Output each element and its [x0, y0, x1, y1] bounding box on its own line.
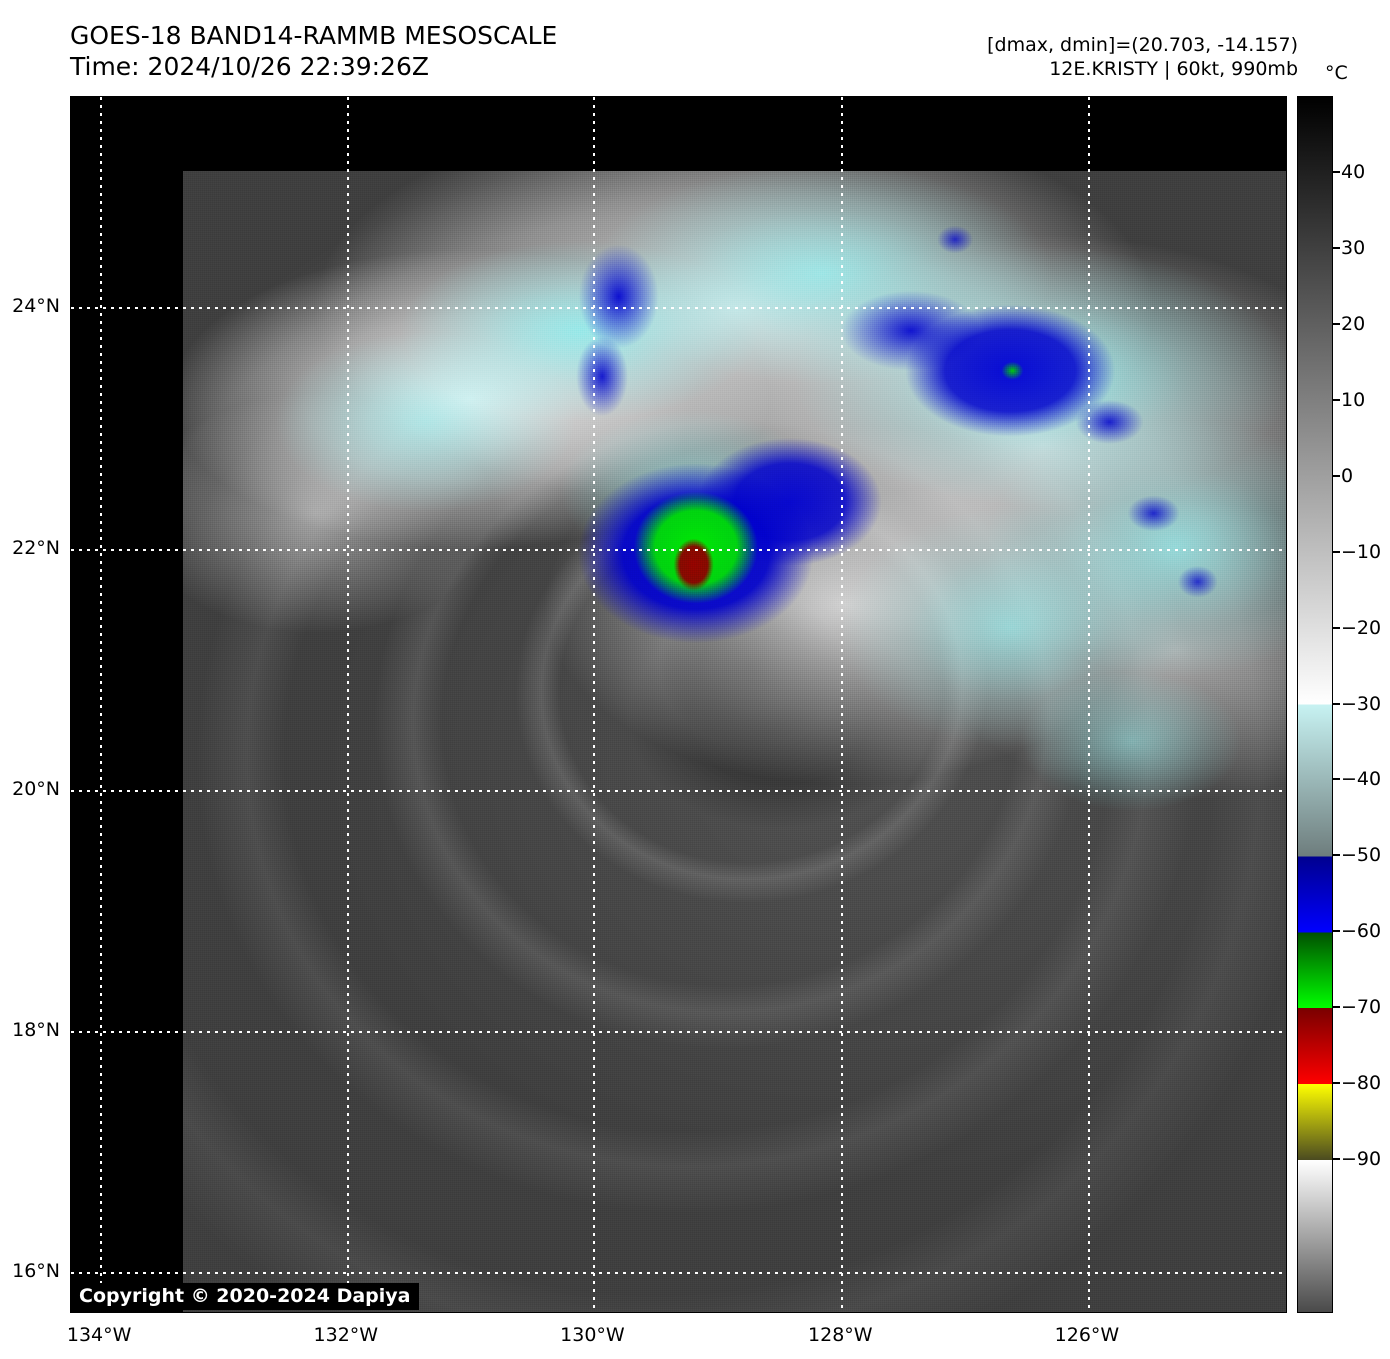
gridline-horizontal [71, 1272, 1286, 1274]
colorbar-tick-label: −80 [1341, 1072, 1381, 1094]
colorbar-tick-mark [1333, 627, 1340, 629]
dmax-dmin-label: [dmax, dmin]=(20.703, -14.157) [987, 33, 1298, 57]
colorbar-tick-mark [1333, 930, 1340, 932]
colorbar-tick-label: 0 [1341, 465, 1353, 487]
copyright-banner: Copyright © 2020-2024 Dapiya [70, 1283, 419, 1310]
timestamp-label: Time: 2024/10/26 22:39:26Z [70, 51, 557, 82]
gridline-horizontal [71, 549, 1286, 551]
x-tick-label: 126°W [1055, 1324, 1120, 1346]
colorbar-tick-mark [1333, 1082, 1340, 1084]
satellite-image-plot[interactable] [70, 96, 1287, 1313]
colorbar-tick-label: −90 [1341, 1148, 1381, 1170]
y-tick-label: 20°N [12, 778, 60, 800]
metadata-block: [dmax, dmin]=(20.703, -14.157) 12E.KRIST… [987, 33, 1298, 81]
colorbar-tick-label: 40 [1341, 161, 1365, 183]
colorbar-tick-mark [1333, 1158, 1340, 1160]
x-tick-label: 130°W [560, 1324, 625, 1346]
colorbar-tick-mark [1333, 399, 1340, 401]
colorbar-tick-label: −10 [1341, 541, 1381, 563]
gridline-vertical [347, 97, 349, 1312]
x-tick-label: 134°W [67, 1324, 132, 1346]
x-tick-label: 128°W [808, 1324, 873, 1346]
gridline-vertical [841, 97, 843, 1312]
colorbar-tick-mark [1333, 475, 1340, 477]
colorbar-tick-label: −50 [1341, 844, 1381, 866]
page-title: GOES-18 BAND14-RAMMB MESOSCALE [70, 20, 557, 51]
colorbar-tick-label: 30 [1341, 237, 1365, 259]
y-tick-label: 16°N [12, 1260, 60, 1282]
gridline-horizontal [71, 307, 1286, 309]
y-tick-label: 24°N [12, 295, 60, 317]
colorbar-tick-label: −30 [1341, 693, 1381, 715]
colorbar-tick-mark [1333, 1006, 1340, 1008]
gridline-vertical [593, 97, 595, 1312]
gridline-vertical [1088, 97, 1090, 1312]
colorbar-tick-mark [1333, 854, 1340, 856]
colorbar-tick-mark [1333, 247, 1340, 249]
colorbar-tick-mark [1333, 551, 1340, 553]
gridline-horizontal [71, 790, 1286, 792]
gridline-vertical [100, 97, 102, 1312]
colorbar-tick-mark [1333, 703, 1340, 705]
colorbar-tick-mark [1333, 171, 1340, 173]
storm-info-label: 12E.KRISTY | 60kt, 990mb [987, 57, 1298, 81]
colorbar-tick-mark [1333, 778, 1340, 780]
colorbar-unit-label: °C [1325, 62, 1348, 84]
gridline-horizontal [71, 1031, 1286, 1033]
colorbar-tick-label: −20 [1341, 617, 1381, 639]
colorbar-tick-label: 20 [1341, 313, 1365, 335]
temperature-colorbar[interactable] [1297, 96, 1333, 1313]
y-tick-label: 22°N [12, 537, 60, 559]
header-title-block: GOES-18 BAND14-RAMMB MESOSCALE Time: 202… [70, 20, 557, 82]
colorbar-tick-label: −70 [1341, 996, 1381, 1018]
colorbar-tick-mark [1333, 323, 1340, 325]
plot-inner [71, 97, 1286, 1312]
colorbar-tick-label: 10 [1341, 389, 1365, 411]
colorbar-tick-label: −40 [1341, 768, 1381, 790]
y-tick-label: 18°N [12, 1019, 60, 1041]
colorbar-tick-label: −60 [1341, 920, 1381, 942]
colorbar-gradient [1298, 97, 1332, 1312]
x-tick-label: 132°W [314, 1324, 379, 1346]
